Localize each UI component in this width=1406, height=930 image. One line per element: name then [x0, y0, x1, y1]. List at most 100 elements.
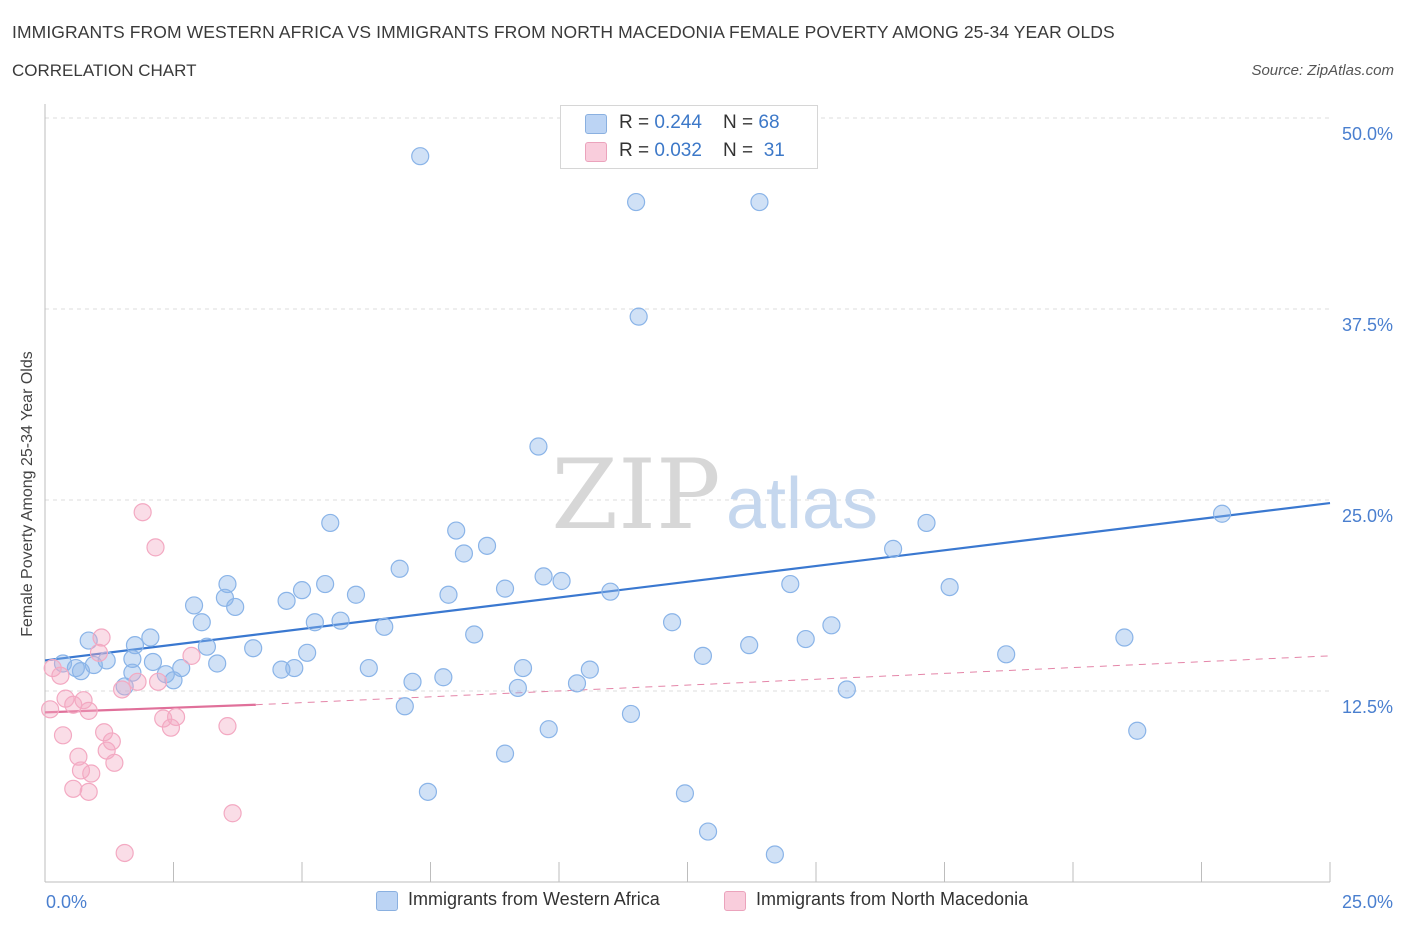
data-point-series-0-16	[192, 613, 211, 632]
data-point-series-0-77	[418, 782, 438, 801]
chart-subtitle: CORRELATION CHART	[12, 61, 197, 80]
data-point-series-0-27	[305, 613, 324, 632]
data-point-series-0-44	[495, 579, 515, 598]
data-point-series-0-28	[316, 574, 335, 594]
data-point-series-0-54	[662, 613, 682, 632]
data-point-series-0-47	[534, 567, 553, 586]
data-point-series-0-8	[125, 636, 145, 655]
bottom-legend-label-north-macedonia: Immigrants from North Macedonia	[756, 889, 1029, 909]
n-value-western-africa: 68	[758, 112, 780, 133]
data-point-series-1-16	[64, 779, 83, 798]
data-point-series-0-18	[208, 654, 227, 673]
data-point-series-1-19	[128, 672, 147, 691]
data-point-series-1-17	[79, 782, 98, 801]
data-point-series-0-5	[97, 651, 116, 670]
data-point-series-0-59	[822, 616, 841, 635]
data-point-series-0-51	[580, 660, 599, 679]
data-point-series-0-29	[298, 643, 317, 662]
data-point-series-0-15	[184, 596, 204, 615]
data-point-series-0-37	[403, 672, 422, 691]
data-point-series-0-71	[529, 437, 548, 456]
data-point-series-0-34	[375, 617, 394, 636]
data-point-series-0-49	[552, 571, 571, 591]
data-point-series-0-30	[321, 513, 340, 533]
data-point-series-0-57	[781, 574, 800, 594]
chart-title: IMMIGRANTS FROM WESTERN AFRICA VS IMMIGR…	[12, 22, 1115, 42]
data-point-series-0-40	[447, 521, 466, 540]
data-point-series-1-1	[51, 666, 70, 685]
bottom-legend-label-western-africa: Immigrants from Western Africa	[408, 889, 660, 909]
data-point-series-0-17	[197, 637, 217, 656]
trend-line-extension-series-1	[255, 655, 1331, 706]
data-point-series-0-68	[626, 192, 646, 212]
data-point-series-0-19	[215, 588, 234, 607]
data-point-series-0-39	[439, 585, 458, 604]
data-point-series-0-11	[143, 652, 163, 672]
legend-text-western-africa: R = 0.244 N = 68	[619, 112, 780, 133]
legend-text-north-macedonia: R = 0.032 N = 31	[619, 140, 785, 161]
data-point-series-0-76	[837, 680, 856, 699]
data-point-series-1-30	[41, 700, 60, 719]
data-point-series-0-1	[66, 658, 85, 678]
data-point-series-0-52	[601, 582, 620, 601]
bottom-legend-swatch-western-africa	[376, 891, 398, 911]
data-point-series-1-4	[74, 691, 93, 710]
data-point-series-0-58	[796, 629, 815, 649]
y-tick-label-37.5: 37.5%	[1342, 315, 1393, 335]
watermark-zip: ZIP	[551, 439, 720, 551]
data-point-series-0-41	[454, 544, 474, 563]
data-point-series-0-25	[285, 658, 304, 678]
data-point-series-0-73	[675, 784, 695, 803]
data-point-series-0-63	[997, 645, 1016, 664]
data-point-series-0-45	[508, 678, 527, 698]
data-point-series-1-27	[218, 717, 237, 736]
data-point-series-0-60	[883, 539, 903, 558]
data-point-series-0-55	[693, 646, 713, 665]
data-point-series-0-7	[123, 663, 142, 682]
y-tick-label-12.5: 12.5%	[1342, 697, 1393, 717]
trend-line-series-0	[44, 501, 1331, 662]
data-point-series-0-10	[141, 628, 160, 647]
data-point-series-0-67	[411, 147, 430, 166]
data-point-series-0-33	[359, 658, 378, 678]
data-point-series-0-74	[698, 822, 718, 841]
data-point-series-1-8	[53, 726, 73, 745]
data-point-series-1-5	[79, 701, 98, 720]
bottom-legend-swatch-north-macedonia	[724, 891, 746, 911]
watermark: ZIP atlas	[551, 439, 878, 551]
data-point-series-0-42	[465, 625, 484, 644]
data-point-series-1-25	[166, 707, 186, 727]
data-point-series-1-11	[82, 764, 101, 783]
data-point-series-0-26	[292, 581, 312, 600]
y-tick-label-50: 50.0%	[1342, 124, 1393, 144]
y-tick-label-25: 25.0%	[1342, 506, 1393, 526]
data-point-series-0-62	[940, 577, 959, 597]
r-value-north-macedonia: 0.032	[654, 140, 702, 161]
source-credit: Source: ZipAtlas.com	[1251, 62, 1394, 79]
data-point-series-1-28	[223, 804, 242, 823]
data-point-series-0-20	[218, 574, 237, 594]
data-point-series-0-46	[513, 658, 533, 678]
data-point-series-1-18	[112, 680, 132, 699]
data-point-series-1-9	[69, 747, 88, 766]
x-tick-label-25: 25.0%	[1342, 892, 1393, 912]
y-axis-label: Female Poverty Among 25-34 Year Olds	[19, 351, 36, 637]
data-point-series-1-26	[182, 646, 201, 665]
data-point-series-1-0	[43, 658, 62, 678]
x-tick-label-0: 0.0%	[46, 892, 87, 912]
data-point-series-0-66	[1212, 504, 1232, 523]
data-point-series-1-14	[105, 753, 124, 772]
data-point-series-0-72	[495, 744, 515, 763]
legend-swatch-western-africa	[585, 114, 607, 134]
watermark-atlas: atlas	[726, 464, 878, 544]
data-point-series-0-61	[917, 513, 936, 533]
data-point-series-1-29	[115, 843, 134, 863]
data-point-series-0-14	[172, 658, 191, 678]
data-point-series-0-36	[395, 697, 414, 716]
data-point-series-0-31	[331, 611, 350, 630]
data-point-series-1-20	[133, 503, 152, 522]
data-point-series-0-70	[629, 307, 648, 326]
data-point-series-0-64	[1115, 628, 1134, 647]
data-point-series-0-43	[477, 536, 497, 555]
data-point-series-0-48	[539, 720, 558, 739]
